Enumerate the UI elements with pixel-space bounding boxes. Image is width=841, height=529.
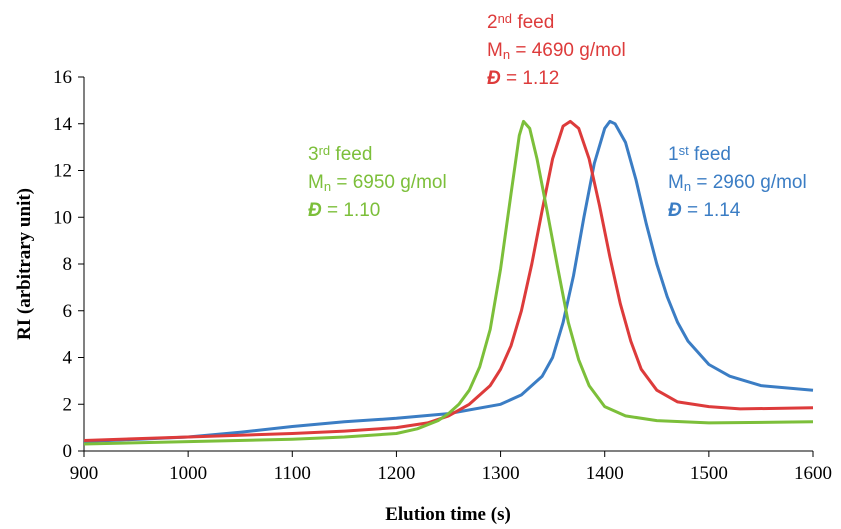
x-tick-label: 1100 <box>274 463 311 484</box>
annotation: Mn = 4690 g/mol <box>487 40 626 62</box>
annotation: Mn = 2960 g/mol <box>668 172 807 194</box>
annotation-part: 1 <box>668 144 679 165</box>
x-tick-label: 1500 <box>690 463 728 484</box>
annotation-part: 3 <box>308 144 319 165</box>
series-line <box>83 119 814 444</box>
annotation-part: M <box>308 172 324 193</box>
series-line <box>83 119 814 446</box>
annotation: 1st feed <box>668 143 731 165</box>
annotation-part: feed <box>330 144 372 165</box>
annotation: 2nd feed <box>487 11 554 33</box>
x-tick-label: 1300 <box>482 463 520 484</box>
annotation: 3rd feed <box>308 143 372 165</box>
annotation: Đ = 1.14 <box>668 200 741 221</box>
annotation-part: feed <box>689 144 731 165</box>
annotation-part: n <box>324 179 331 194</box>
annotation-part: st <box>679 143 690 158</box>
x-tick-label: 1600 <box>794 463 832 484</box>
annotation-part: = 4690 g/mol <box>510 40 626 61</box>
annotation-part: Đ <box>668 200 682 221</box>
annotation-part: M <box>668 172 684 193</box>
y-tick-label: 16 <box>53 67 72 88</box>
y-tick-label: 6 <box>63 301 73 322</box>
annotation-part: M <box>487 40 503 61</box>
x-tick-label: 1400 <box>586 463 624 484</box>
y-axis-label: RI (arbitrary unit) <box>14 188 35 340</box>
annotation-part: rd <box>319 143 331 158</box>
y-tick-label: 10 <box>53 207 72 228</box>
annotation-part: feed <box>512 12 554 33</box>
annotation-part: = 1.12 <box>501 68 560 89</box>
y-tick-label: 0 <box>63 441 73 462</box>
y-tick-label: 12 <box>53 161 72 182</box>
annotation-part: Đ <box>487 68 501 89</box>
annotation-part: = 6950 g/mol <box>331 172 447 193</box>
annotation-part: n <box>503 47 510 62</box>
x-tick-label: 1200 <box>377 463 415 484</box>
x-axis-label: Elution time (s) <box>385 504 511 525</box>
annotation-part: n <box>684 179 691 194</box>
annotation: Đ = 1.10 <box>308 200 380 221</box>
annotation: Đ = 1.12 <box>487 68 559 89</box>
y-tick-label: 8 <box>63 254 73 275</box>
x-tick-label: 1000 <box>169 463 207 484</box>
y-tick-label: 14 <box>53 114 73 135</box>
annotation-part: nd <box>498 11 512 26</box>
annotation-part: = 1.14 <box>682 200 741 221</box>
y-tick-label: 2 <box>63 394 73 415</box>
y-tick-label: 4 <box>63 348 73 369</box>
annotation: Mn = 6950 g/mol <box>308 172 447 194</box>
annotation-part: = 1.10 <box>322 200 381 221</box>
annotation-part: Đ <box>308 200 322 221</box>
annotation-part: 2 <box>487 12 498 33</box>
x-tick-label: 900 <box>70 463 99 484</box>
series-line <box>83 119 814 442</box>
annotation-part: = 2960 g/mol <box>691 172 807 193</box>
